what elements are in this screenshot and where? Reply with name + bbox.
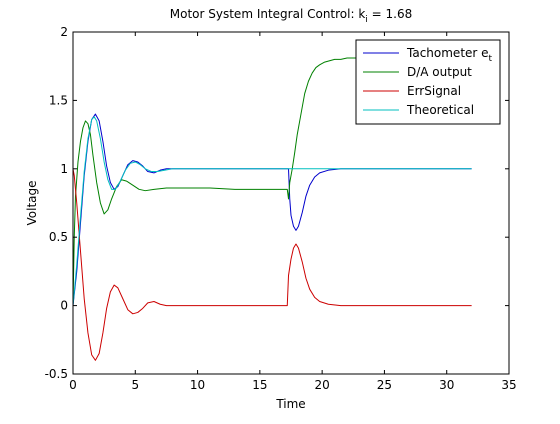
- x-axis-label: Time: [275, 397, 305, 411]
- x-tick-label: 20: [315, 378, 330, 392]
- x-tick-label: 35: [501, 378, 516, 392]
- legend-label-1: Tachometer et: [406, 46, 493, 64]
- chart-title: Motor System Integral Control: ki = 1.68: [170, 7, 412, 25]
- y-tick-label: 0: [60, 299, 68, 313]
- y-tick-label: 2: [60, 25, 68, 39]
- x-tick-label: 30: [439, 378, 454, 392]
- legend: Tachometer etD/A output ErrSignal Theoreti…: [355, 39, 501, 125]
- x-tick-label: 5: [131, 378, 139, 392]
- x-tick-label: 10: [190, 378, 205, 392]
- legend-label-subscript: t: [489, 54, 493, 64]
- legend-label-4: Theoretical: [406, 103, 474, 117]
- x-tick-label: 15: [252, 378, 267, 392]
- legend-label-2: D/A output: [407, 65, 472, 79]
- chart-title-subscript: i: [365, 15, 368, 25]
- axes-box: [72, 31, 510, 375]
- series-line-3: [72, 168, 472, 361]
- legend-label-3: ErrSignal: [407, 84, 461, 98]
- x-tick-label: 25: [377, 378, 392, 392]
- y-tick-label: 0.5: [49, 230, 68, 244]
- y-tick-label: 1.5: [49, 93, 68, 107]
- series-line-2: [72, 57, 472, 306]
- chart-title-suffix: = 1.68: [368, 7, 412, 21]
- y-tick-label: 1: [60, 162, 68, 176]
- series-layer: [72, 57, 472, 361]
- series-line-4: [72, 116, 472, 306]
- y-tick-label: -0.5: [45, 367, 68, 381]
- tick-layer: 0 5 10 15 20 25 30 35-0.500.511.52: [45, 25, 517, 392]
- y-axis-label: Voltage: [25, 180, 39, 225]
- x-tick-label: 0: [69, 378, 77, 392]
